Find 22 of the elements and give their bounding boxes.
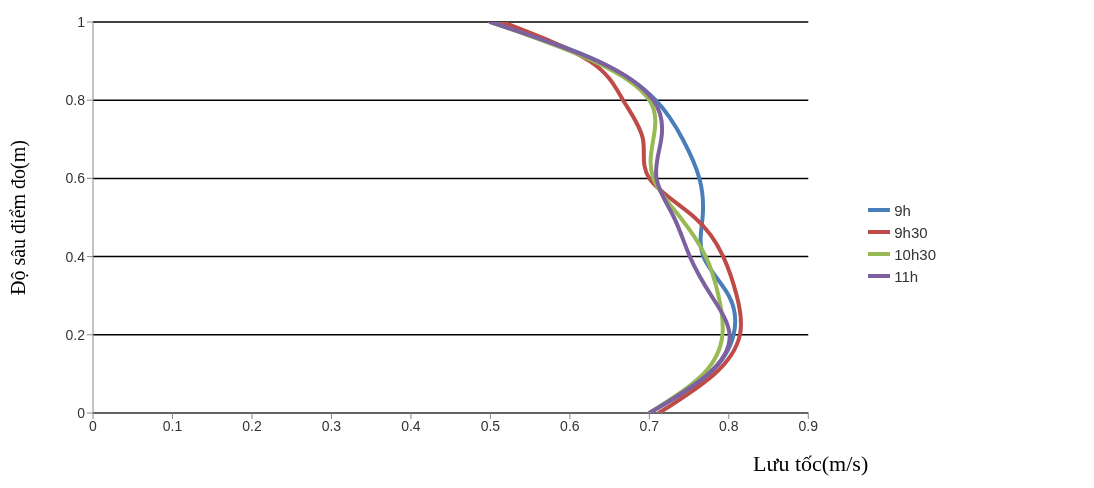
x-tick-label: 0.6 <box>560 417 580 434</box>
x-tick-label: 0.2 <box>242 417 262 434</box>
y-tick-label: 0.6 <box>65 170 86 187</box>
y-tick-label: 1 <box>77 13 86 30</box>
x-tick-label: 0 <box>89 417 98 434</box>
legend-label: 11h <box>894 267 919 285</box>
x-tick-label: 0.9 <box>798 417 819 434</box>
y-tick-label: 0.2 <box>65 326 86 343</box>
x-tick-label: 0.5 <box>480 417 501 434</box>
x-tick-label: 0.8 <box>719 417 739 434</box>
y-tick-label: 0.4 <box>65 248 86 265</box>
y-axis-title: Độ sâu điểm đo(m) <box>7 140 31 295</box>
x-tick-label: 0.3 <box>321 417 342 434</box>
x-tick-label: 0.1 <box>162 417 183 434</box>
legend-label: 9h30 <box>894 223 928 241</box>
x-tick-label: 0.4 <box>401 417 421 434</box>
y-tick-label: 0.8 <box>65 92 86 109</box>
x-axis-title: Lưu tốc(m/s) <box>753 451 869 476</box>
y-tick-label: 0 <box>77 404 86 421</box>
legend-label: 10h30 <box>894 245 936 263</box>
x-tick-label: 0.7 <box>639 417 660 434</box>
legend-label: 9h <box>894 201 911 219</box>
